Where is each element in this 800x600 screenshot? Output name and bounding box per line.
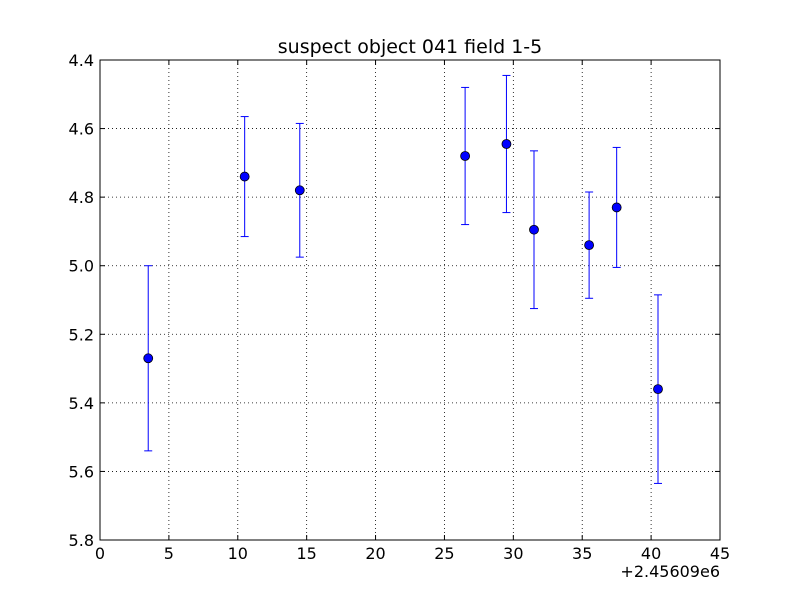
y-tick-label: 4.6 [69, 120, 94, 139]
y-tick-label: 5.2 [69, 325, 94, 344]
y-tick-label: 5.0 [69, 257, 94, 276]
y-tick-label: 4.4 [69, 51, 94, 70]
tick-labels: 0 5 10 15 20 25 30 35 40 45 4.4 4.6 4.8 5.0 5.2 5.4 5.6 5… [69, 51, 731, 563]
x-tick-label: 0 [95, 544, 105, 563]
y-tick-label: 5.6 [69, 462, 94, 481]
data-point [653, 384, 663, 395]
data-point [460, 151, 471, 161]
data-point [584, 240, 595, 251]
x-tick-label: 35 [572, 544, 592, 563]
y-tick-label: 4.8 [69, 188, 94, 207]
data-point [611, 202, 622, 213]
x-axis-offset-label: +2.45609e6 [620, 562, 720, 581]
axis-ticks [99, 59, 721, 541]
x-tick-label: 20 [365, 544, 385, 563]
x-tick-label: 40 [641, 544, 661, 563]
data-point [529, 224, 539, 235]
x-tick-label: 25 [434, 544, 454, 563]
data-series [143, 74, 663, 484]
y-tick-label: 5.8 [69, 531, 94, 550]
chart-title: suspect object 041 field 1-5 [278, 36, 543, 58]
y-tick-label: 5.4 [69, 394, 94, 413]
x-tick-label: 5 [164, 544, 174, 563]
grid [99, 59, 721, 541]
x-tick-label: 45 [710, 544, 730, 563]
data-point [501, 139, 512, 149]
x-tick-label: 30 [503, 544, 523, 563]
plot-frame [99, 59, 721, 541]
x-tick-label: 15 [296, 544, 316, 563]
data-point [294, 185, 305, 196]
x-tick-label: 10 [228, 544, 248, 563]
data-point [143, 353, 154, 364]
data-point [239, 171, 250, 182]
